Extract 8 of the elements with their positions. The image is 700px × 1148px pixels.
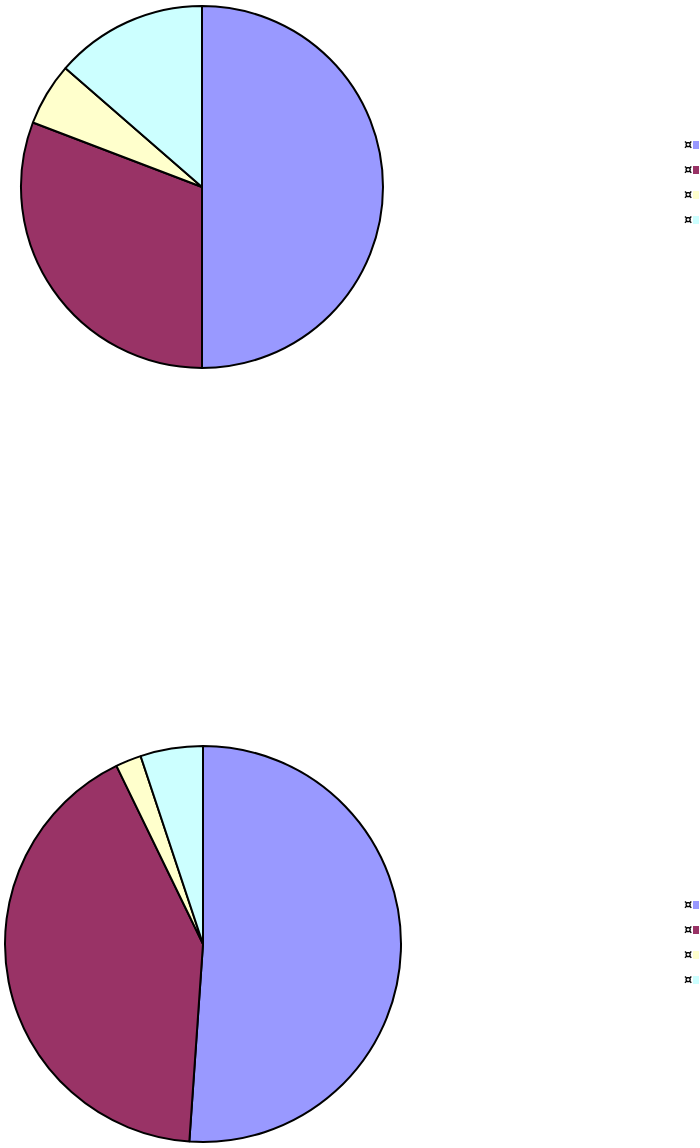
legend-label: ¤: [684, 896, 693, 914]
legend-label: ¤: [684, 161, 693, 179]
legend-label: ¤: [684, 921, 693, 939]
legend-label: ¤: [684, 946, 693, 964]
legend-label: ¤: [684, 211, 693, 229]
legend-label: ¤: [684, 971, 693, 989]
legend-label: ¤: [684, 186, 693, 204]
legend-label: ¤: [684, 136, 693, 154]
